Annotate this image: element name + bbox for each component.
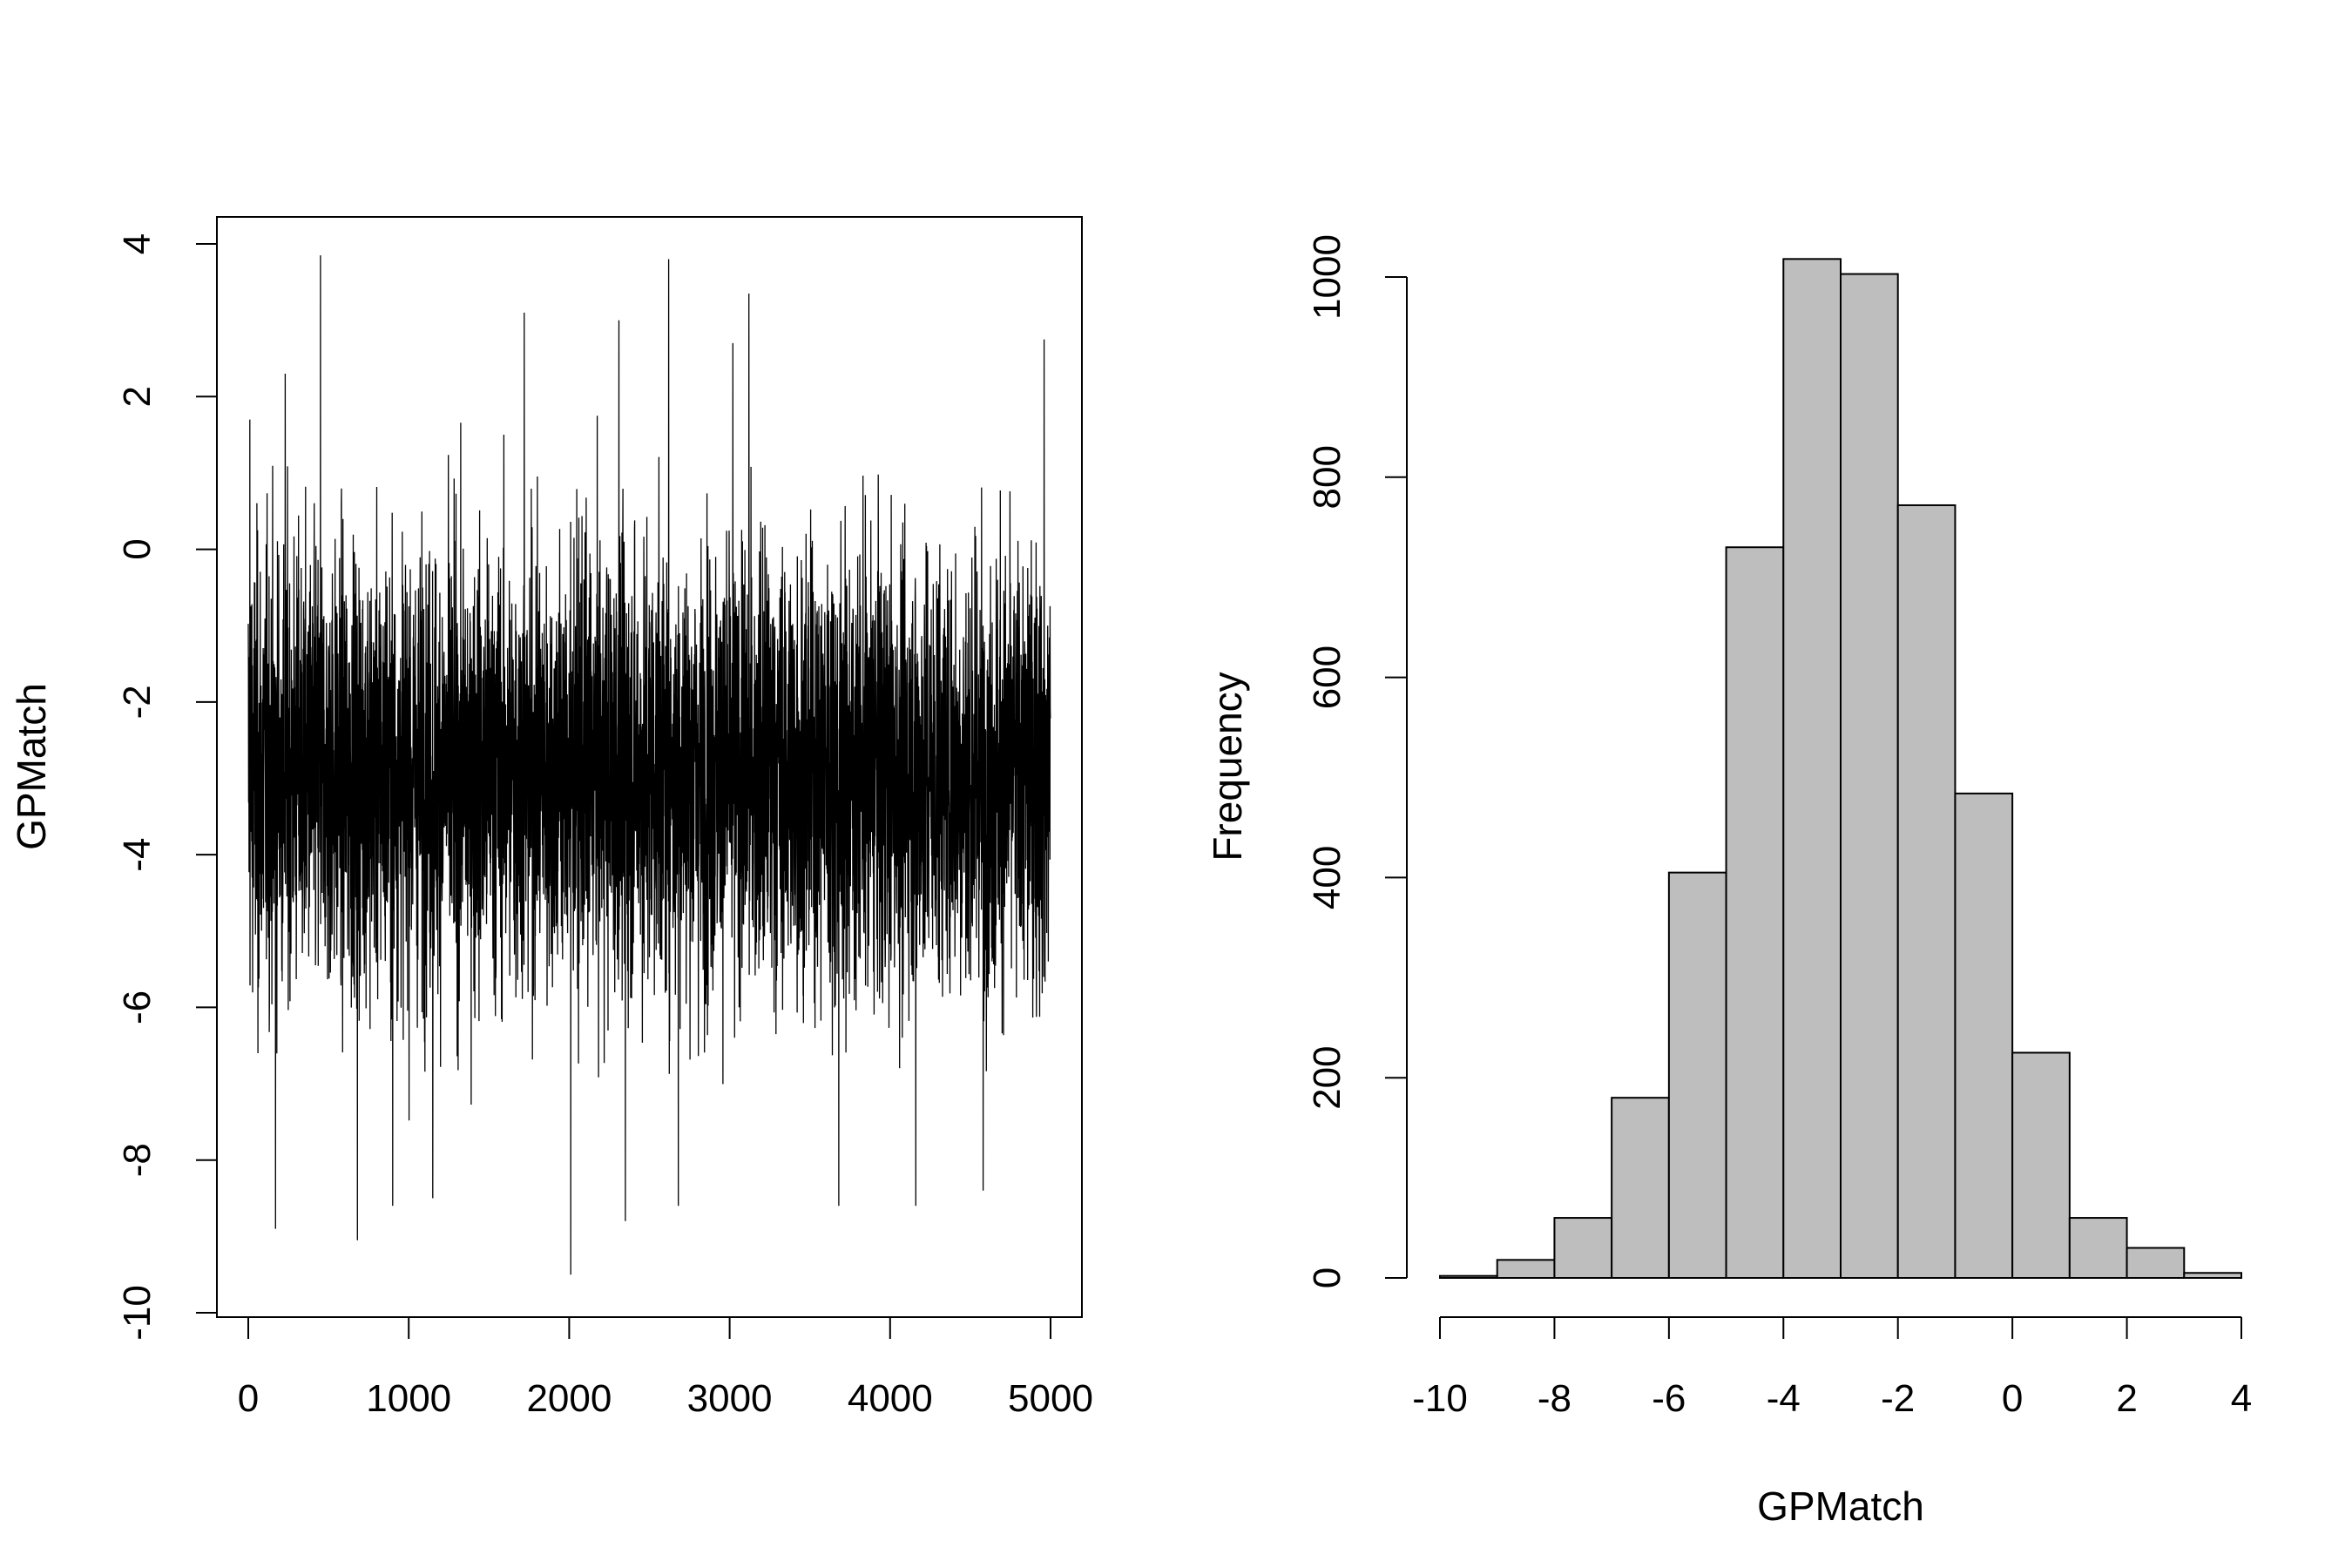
histogram-x-tick-label: -10 [1412,1377,1468,1420]
trace-y-tick-label: -4 [116,838,159,872]
histogram-y-tick-label: 800 [1306,445,1348,509]
histogram: 0 200 400 600 800 1000 -10 -8 -6 -4 -2 0 2 4 Frequen… [1205,234,2252,1529]
histogram-bar [2183,1272,2242,1280]
histogram-bar [1782,258,1842,1279]
trace-x-tick-label: 0 [238,1377,259,1420]
histogram-y-axis: 0 200 400 600 800 1000 [1306,234,1408,1288]
histogram-bar [1439,1274,1498,1280]
trace-y-tick-label: -10 [116,1285,159,1341]
histogram-bar [2126,1247,2186,1280]
histogram-bar [1725,546,1785,1279]
histogram-y-tick-label: 400 [1306,846,1348,909]
histogram-x-tick-label: 2 [2116,1377,2137,1420]
trace-line [247,255,1051,1275]
trace-x-tick-label: 2000 [526,1377,612,1420]
trace-y-tick-label: 0 [116,538,159,559]
trace-plot: -10 -8 -6 -4 -2 0 2 4 0 1000 2000 3000 4000 5000 GPM… [9,216,1093,1420]
trace-y-tick-label: -2 [116,685,159,719]
trace-y-tick-label: 2 [116,386,159,407]
trace-y-tick-label: 4 [116,233,159,254]
histogram-x-tick-label: -2 [1881,1377,1915,1420]
histogram-x-tick-label: 0 [2002,1377,2023,1420]
histogram-x-tick-label: -6 [1652,1377,1686,1420]
trace-y-tick-label: -6 [116,990,159,1024]
histogram-bar [2068,1217,2128,1280]
histogram-y-axis-label: Frequency [1205,672,1250,861]
histogram-bar [1667,871,1727,1280]
trace-x-tick-label: 3000 [687,1377,773,1420]
trace-x-tick-label: 5000 [1008,1377,1093,1420]
histogram-bar [1611,1097,1670,1280]
histogram-x-axis-label: GPMatch [1757,1484,1924,1529]
histogram-bar [1840,273,1899,1280]
trace-x-axis: 0 1000 2000 3000 4000 5000 [238,1316,1093,1420]
histogram-y-tick-label: 200 [1306,1045,1348,1109]
histogram-bar [1954,792,2014,1279]
trace-y-axis: -10 -8 -6 -4 -2 0 2 4 [116,233,218,1341]
histogram-bar [1553,1217,1613,1280]
histogram-x-axis: -10 -8 -6 -4 -2 0 2 4 [1412,1316,2252,1420]
histogram-y-tick-label: 1000 [1306,234,1348,320]
histogram-bar [2011,1051,2071,1279]
histogram-x-tick-label: -8 [1538,1377,1571,1420]
histogram-y-tick-label: 0 [1306,1267,1348,1288]
histogram-bars [1439,258,2242,1280]
trace-y-axis-label: GPMatch [9,683,54,850]
trace-x-tick-label: 4000 [848,1377,933,1420]
histogram-y-tick-label: 600 [1306,645,1348,709]
histogram-x-tick-label: 4 [2231,1377,2252,1420]
trace-x-tick-label: 1000 [366,1377,451,1420]
histogram-x-tick-label: -4 [1767,1377,1801,1420]
trace-y-tick-label: -8 [116,1143,159,1177]
histogram-bar [1896,504,1957,1279]
histogram-bar [1496,1259,1556,1279]
